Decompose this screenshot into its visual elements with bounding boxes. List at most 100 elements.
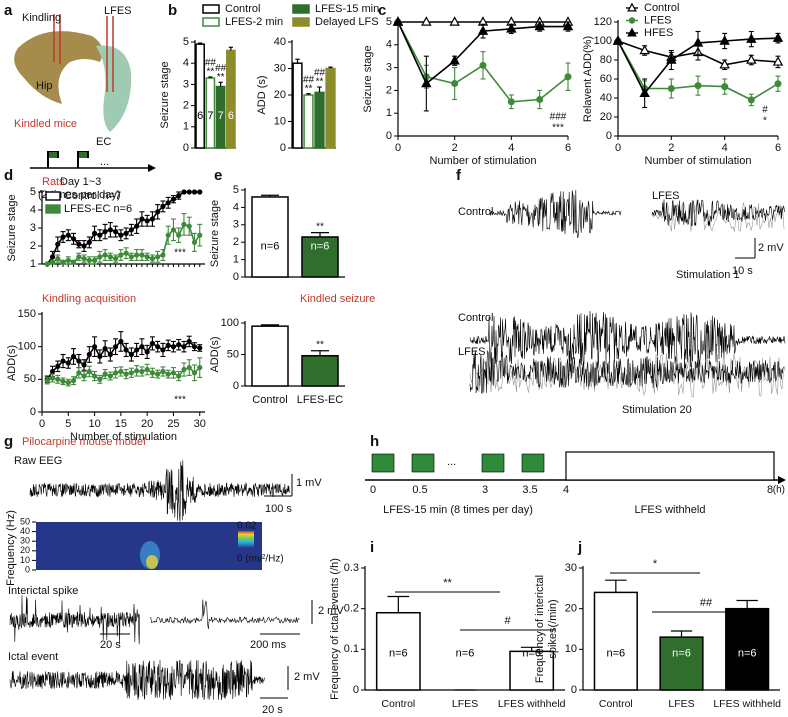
- y-tick-label: 5: [183, 36, 189, 48]
- y-tick-label: 0.2: [344, 603, 359, 615]
- marker: [118, 252, 124, 258]
- chart-title: Rats: [42, 176, 65, 188]
- marker: [76, 370, 82, 376]
- marker: [186, 189, 192, 195]
- marker: [118, 368, 124, 375]
- tick-label: 3.5: [522, 484, 537, 496]
- y-tick-label: 0: [233, 380, 239, 392]
- marker: [506, 23, 517, 33]
- colorbar-label: 0 (mv²/Hz): [237, 554, 284, 565]
- unit-label: (h): [773, 485, 785, 496]
- marker: [70, 353, 77, 360]
- scale-label: 200 ms: [250, 639, 287, 651]
- y-tick-label: 1: [386, 107, 392, 119]
- marker: [170, 227, 177, 233]
- label: LFES: [104, 5, 132, 17]
- marker: [91, 230, 98, 236]
- y-tick-label: 20: [565, 603, 577, 615]
- x-tick-label: 4: [508, 142, 514, 154]
- y-tick-label: 4: [233, 201, 239, 213]
- marker: [113, 229, 119, 235]
- marker: [197, 189, 203, 195]
- marker: [449, 16, 460, 26]
- marker: [149, 370, 156, 376]
- tick-label: 30: [20, 536, 30, 546]
- bar: [509, 650, 555, 691]
- x-tick-label: LFES-EC: [297, 394, 344, 406]
- bar: [301, 355, 339, 387]
- y-tick-label: 30: [565, 562, 577, 574]
- scale-label: 2 mV: [318, 605, 344, 617]
- marker: [60, 259, 66, 265]
- x-tick-label: 25: [167, 418, 179, 430]
- bar: [325, 67, 336, 149]
- scale-label: 10 s: [732, 265, 753, 277]
- scale-label: 100 s: [265, 503, 292, 515]
- significance: **: [206, 67, 214, 78]
- x-tick-label: 2: [668, 142, 674, 154]
- chart-title: Kindling acquisition: [42, 293, 136, 305]
- marker: [170, 196, 177, 202]
- marker: [76, 241, 82, 247]
- annotation: *: [763, 116, 767, 127]
- marker: [113, 344, 119, 350]
- marker: [421, 16, 432, 26]
- y-axis-label: Relavent ADD(%): [582, 36, 594, 122]
- marker: [155, 344, 161, 350]
- y-tick-label: 1: [30, 258, 36, 270]
- marker: [181, 189, 187, 195]
- marker: [81, 256, 87, 262]
- y-tick-label: 120: [594, 16, 612, 28]
- marker: [55, 241, 61, 247]
- marker: [55, 376, 61, 382]
- marker: [128, 227, 134, 233]
- colorbar: [238, 531, 254, 548]
- marker: [144, 349, 150, 355]
- significance: ##: [205, 58, 217, 69]
- colorbar-label: 0.02: [237, 521, 257, 532]
- trace-label: Ictal event: [8, 651, 58, 663]
- legend-label: Control n=7: [64, 190, 121, 202]
- marker: [44, 261, 50, 267]
- marker: [564, 73, 572, 81]
- y-axis-label: Seizure stage: [6, 194, 18, 261]
- annotation: ***: [552, 123, 564, 134]
- marker: [86, 257, 92, 263]
- significance: **: [316, 77, 324, 88]
- marker: [612, 35, 624, 45]
- y-tick-label: 50: [227, 348, 239, 360]
- eeg-trace: [489, 189, 622, 238]
- marker: [134, 347, 140, 353]
- marker: [628, 17, 636, 24]
- label: Kindling: [22, 12, 61, 24]
- y-tick-label: 5: [233, 184, 239, 196]
- bar: [375, 611, 421, 691]
- legend-swatch: [45, 204, 61, 214]
- marker: [534, 20, 545, 31]
- tick-label: 20: [20, 545, 30, 555]
- marker: [694, 82, 702, 90]
- trace-label: LFES: [458, 346, 486, 358]
- significance: ##: [303, 74, 315, 85]
- y-axis-label: Seizure stage: [159, 61, 171, 128]
- withheld-block: [565, 451, 775, 481]
- marker: [191, 239, 198, 245]
- annotation: #: [762, 105, 768, 116]
- marker: [639, 44, 650, 55]
- marker: [139, 252, 145, 258]
- marker: [81, 243, 87, 249]
- marker: [49, 375, 56, 381]
- x-tick-label: LFES: [668, 698, 694, 710]
- marker: [160, 368, 166, 375]
- marker: [149, 256, 156, 262]
- y-tick-label: 100: [594, 35, 612, 47]
- axis-label: Frequency (Hz): [5, 510, 17, 586]
- y-tick-label: 0: [386, 130, 392, 142]
- stim-block: [371, 453, 395, 473]
- x-tick-label: LFES withheld: [498, 698, 566, 710]
- marker: [144, 366, 150, 373]
- bar-label: n=6: [522, 647, 541, 659]
- bar: [593, 591, 638, 691]
- y-tick-label: 0: [233, 271, 239, 283]
